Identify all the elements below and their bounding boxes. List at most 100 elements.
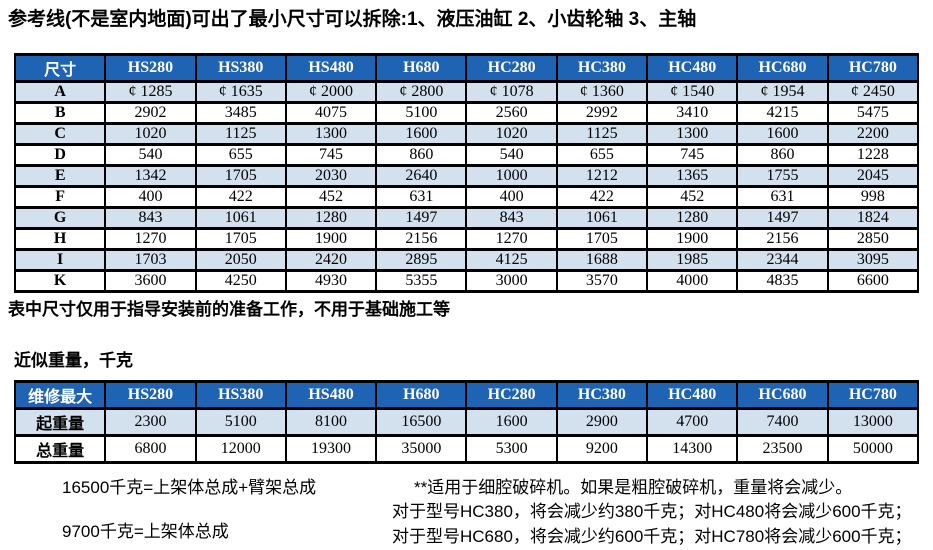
table-cell: 9200 [555,433,649,464]
table-cell: ¢ 1540 [646,79,739,104]
table-cell: 655 [194,142,287,167]
table-cell: 2156 [736,226,829,251]
table-cell: 1228 [826,142,920,167]
table-cell: 2640 [375,163,468,188]
table-cell: 1688 [555,247,649,272]
table-cell: 6600 [826,268,920,293]
table-row: D 540 655 745 860 540 655 745 860 1228 [13,142,920,167]
table-cell: 1600 [736,121,829,146]
column-header: HC780 [826,379,920,410]
table-cell: 6800 [104,433,197,464]
table-cell: 12000 [194,433,287,464]
table-row: H 1270 1705 1900 2156 1270 1705 1900 2156 2850 [13,226,920,251]
table-row: A ¢ 1285 ¢ 1635 ¢ 2000 ¢ 2800 ¢ 1078 ¢ 1360 ¢ 1… [13,79,920,104]
table-cell: 2420 [284,247,378,272]
column-header: HS480 [284,52,378,83]
table-cell: 1212 [555,163,649,188]
table-cell: 1280 [284,205,378,230]
table-cell: 1703 [104,247,197,272]
row-label: 起重量 [13,406,107,437]
corner-header: 尺寸 [13,52,107,83]
table-cell: 4835 [736,268,829,293]
footnote-hc380-hc480: 对于型号HC380，将会减少约380千克；对HC480将会减少600千克； [392,502,912,522]
table-cell: 23500 [736,433,829,464]
table-cell: ¢ 1954 [736,79,829,104]
row-label: D [13,142,107,167]
row-label: K [13,268,107,293]
table-cell: 1270 [104,226,197,251]
table-cell: 2156 [375,226,468,251]
table-cell: 998 [826,184,920,209]
table-cell: 4215 [736,100,829,125]
table-cell: 1985 [646,247,739,272]
table-cell: 14300 [646,433,739,464]
table-cell: 5100 [194,406,287,437]
column-header: HS480 [284,379,378,410]
table-cell: 4075 [284,100,378,125]
row-label: A [13,79,107,104]
table-cell: 1000 [465,163,558,188]
table-cell: 3600 [104,268,197,293]
row-label: E [13,163,107,188]
row-label: G [13,205,107,230]
column-header: HS280 [104,52,197,83]
column-header: HC280 [465,52,558,83]
table-cell: 4250 [194,268,287,293]
table-cell: 4125 [465,247,558,272]
table-cell: 50000 [826,433,920,464]
table-cell: 2560 [465,100,558,125]
table-cell: 1755 [736,163,829,188]
table-row: I 1703 2050 2420 2895 4125 1688 1985 2344 3095 [13,247,920,272]
footnote-weight-upper: 9700千克=上架体总成 [62,522,229,542]
table-cell: 860 [375,142,468,167]
table-row: G 843 1061 1280 1497 843 1061 1280 1497 1824 [13,205,920,230]
footnote-hc680-hc780: 对于型号HC680，将会减少约600千克；对HC780将会减少600千克； [392,527,912,547]
column-header: HC780 [826,52,920,83]
table-cell: 1125 [194,121,287,146]
column-header: H680 [375,379,468,410]
row-label: 总重量 [13,433,107,464]
table-cell: 1705 [555,226,649,251]
table-cell: 4700 [646,406,739,437]
table-cell: 1300 [646,121,739,146]
table-cell: ¢ 1635 [194,79,287,104]
table-cell: 1280 [646,205,739,230]
column-header: HC380 [555,52,649,83]
table-cell: 1020 [465,121,558,146]
table-cell: 2030 [284,163,378,188]
table-cell: 631 [375,184,468,209]
table-row: K 3600 4250 4930 5355 3000 3570 4000 4835 6600 [13,268,920,293]
table-cell: 631 [736,184,829,209]
table-cell: 5355 [375,268,468,293]
column-header: HC680 [736,52,829,83]
row-label: B [13,100,107,125]
table-cell: 2902 [104,100,197,125]
table-cell: 452 [284,184,378,209]
footnotes-left-column: 16500千克=上架体总成+臂架总成 9700千克=上架体总成 [0,476,392,550]
table-cell: 2992 [555,100,649,125]
weight-table: 维修最大 HS280 HS380 HS480 H680 HC280 HC380 HC480 HC… [13,379,920,464]
footnote-weight-upper-arm: 16500千克=上架体总成+臂架总成 [62,477,317,497]
table-cell: 2200 [826,121,920,146]
column-header: HC680 [736,379,829,410]
table-cell: 1900 [284,226,378,251]
table-cell: 1900 [646,226,739,251]
table-cell: 3095 [826,247,920,272]
table-cell: 4000 [646,268,739,293]
table-cell: 745 [284,142,378,167]
dimension-table-note: 表中尺寸仅用于指导安装前的准备工作，不用于基础施工等 [8,299,450,319]
table-cell: 1497 [736,205,829,230]
table-cell: 2344 [736,247,829,272]
header-row: 维修最大 HS280 HS380 HS480 H680 HC280 HC380 HC480 HC… [13,379,920,410]
table-cell: 1061 [194,205,287,230]
table-cell: 1705 [194,226,287,251]
table-cell: 2300 [104,406,197,437]
column-header: H680 [375,52,468,83]
table-cell: ¢ 2800 [375,79,468,104]
table-cell: 2045 [826,163,920,188]
column-header: HC480 [646,379,739,410]
table-cell: ¢ 2000 [284,79,378,104]
table-cell: 3410 [646,100,739,125]
table-cell: 5300 [465,433,558,464]
table-cell: 1020 [104,121,197,146]
